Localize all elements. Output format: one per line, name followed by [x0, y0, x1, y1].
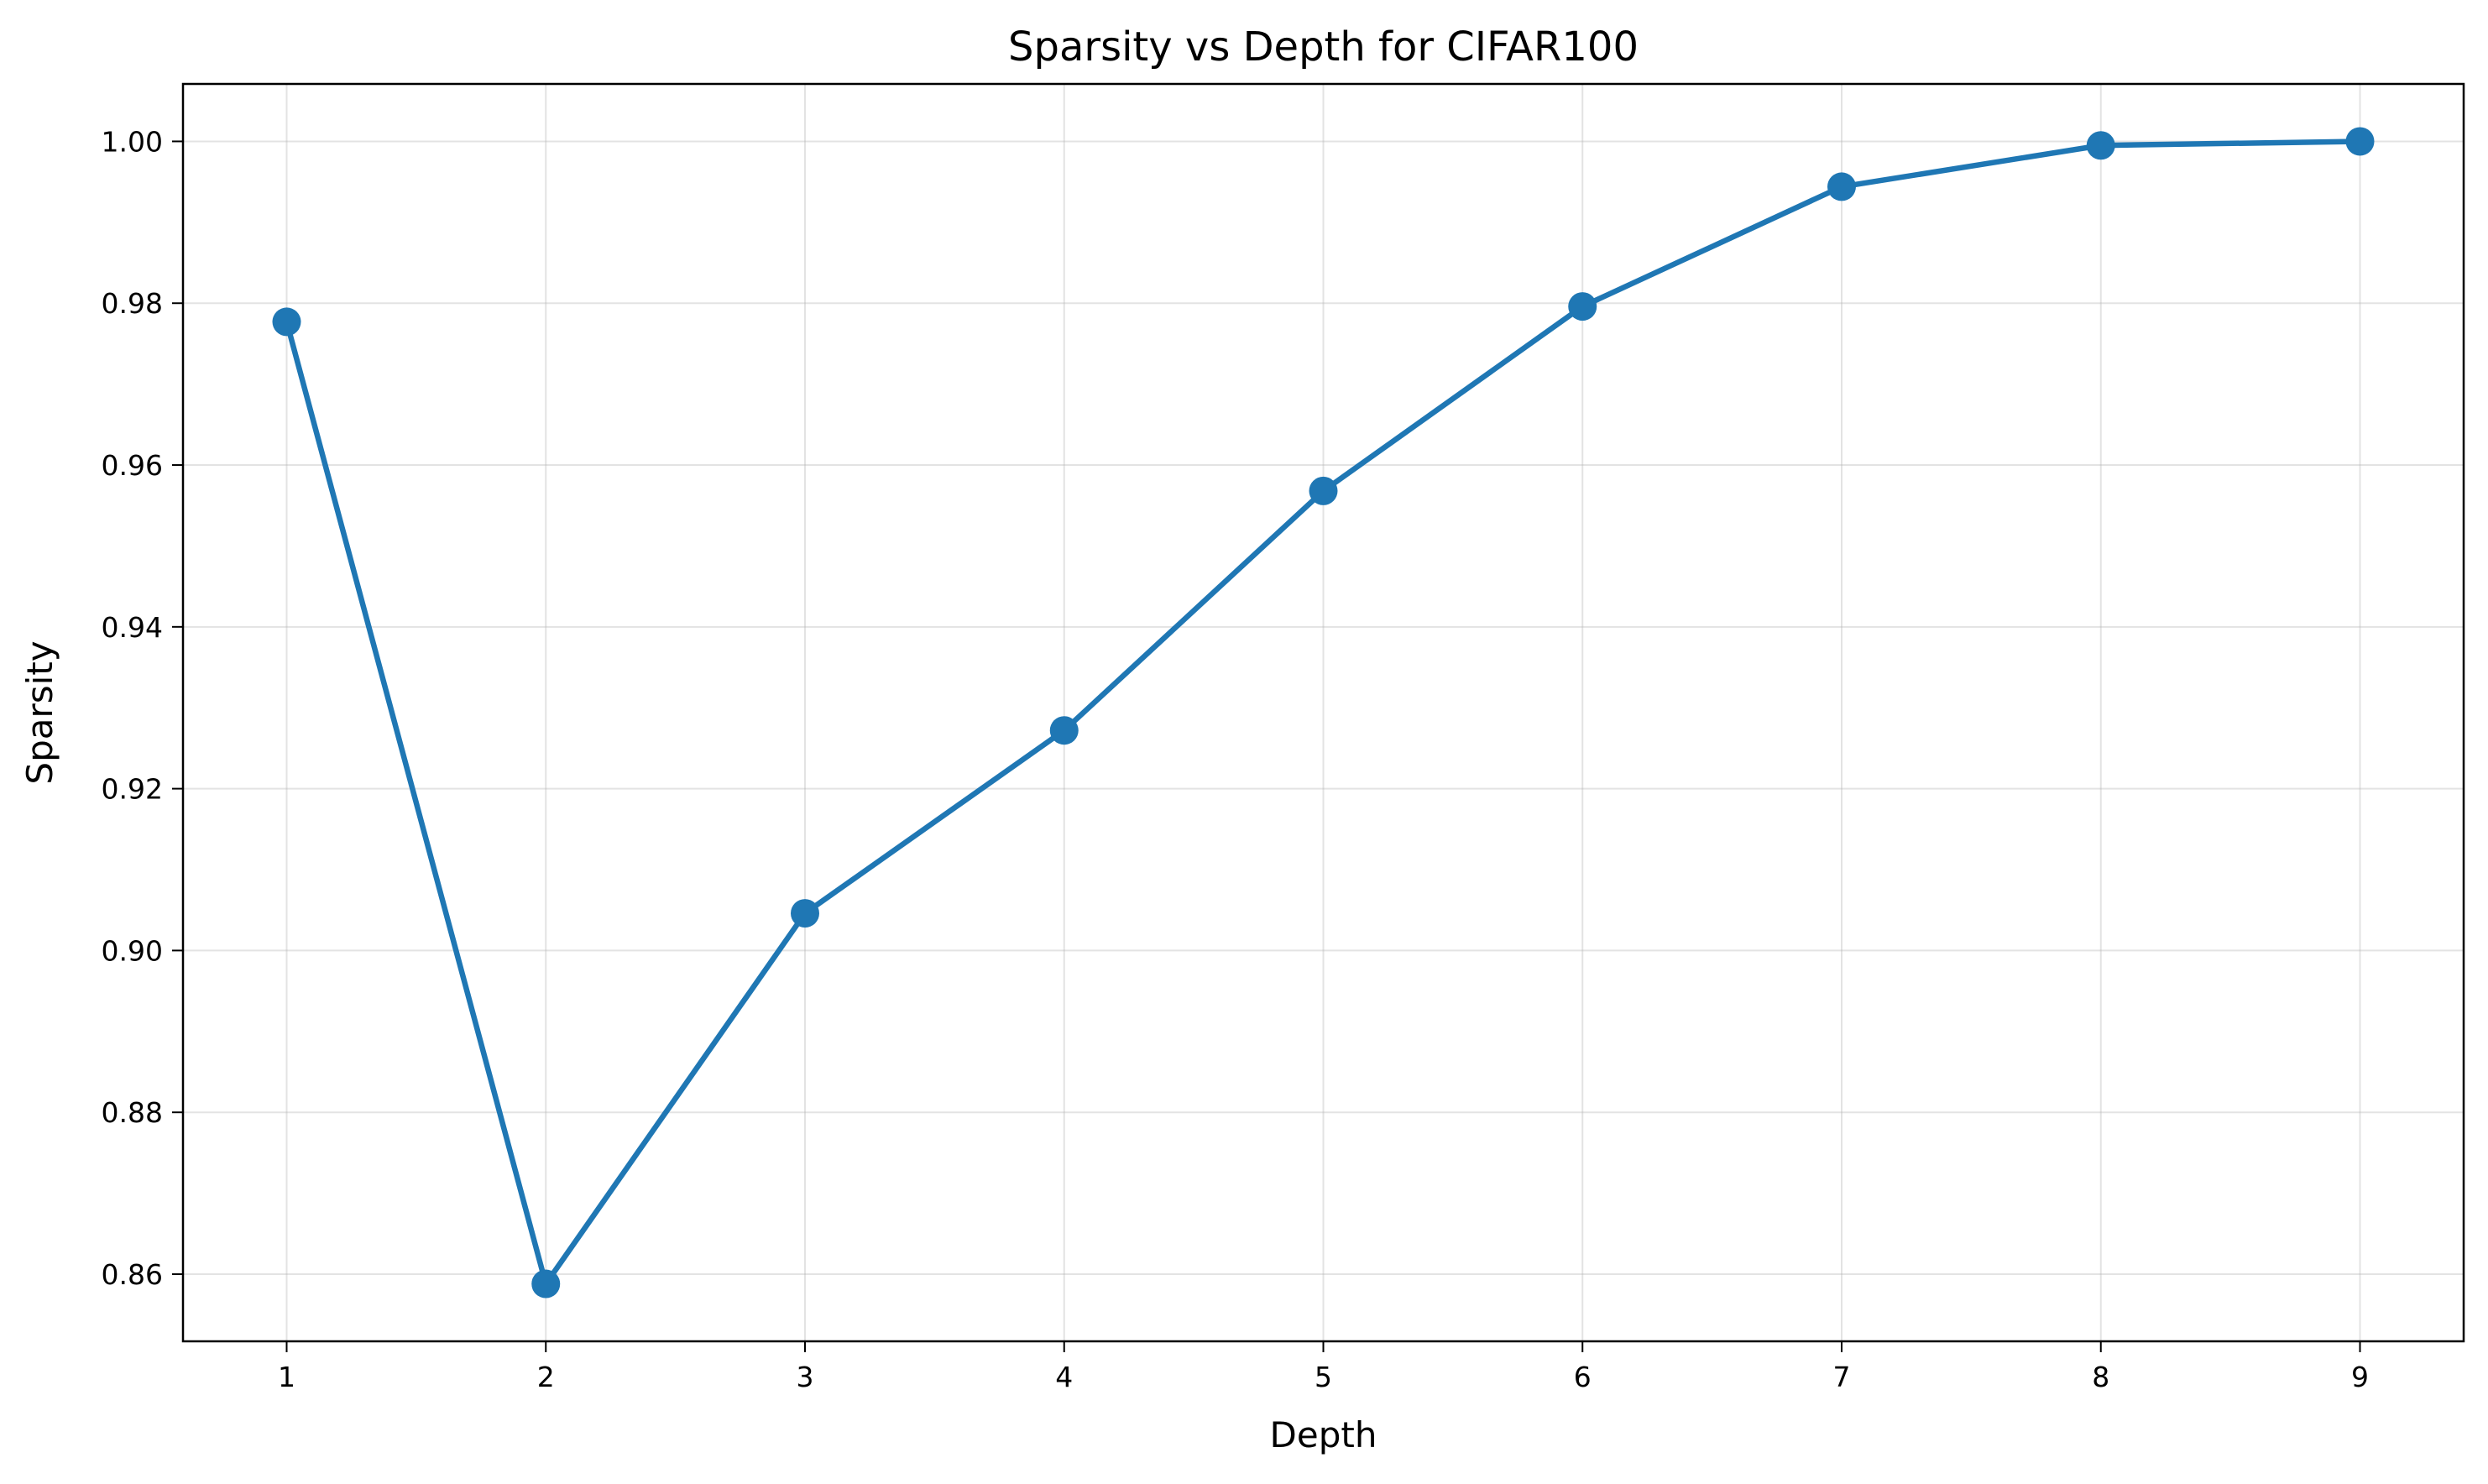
chart-title: Sparsity vs Depth for CIFAR100 — [1008, 24, 1639, 71]
x-tick-label: 6 — [1574, 1361, 1592, 1393]
data-point-depth-4 — [1049, 716, 1079, 745]
ticks: 1 2 3 4 5 6 7 8 9 0.86 0.88 0.90 0.92 0.94 0.96 0.98 1.0… — [102, 125, 2369, 1393]
data-point-depth-3 — [791, 899, 819, 928]
y-tick-label: 0.92 — [102, 773, 163, 806]
data-point-depth-1 — [272, 307, 301, 337]
x-tick-label: 2 — [537, 1361, 555, 1393]
series-layer — [272, 127, 2375, 1298]
x-tick-label: 5 — [1315, 1361, 1332, 1393]
x-tick-label: 7 — [1833, 1361, 1851, 1393]
x-tick-label: 1 — [278, 1361, 295, 1393]
data-point-depth-9 — [2345, 127, 2375, 156]
data-point-depth-8 — [2086, 131, 2115, 160]
y-tick-label: 0.96 — [102, 449, 163, 482]
y-tick-label: 0.94 — [102, 611, 163, 644]
x-tick-label: 8 — [2092, 1361, 2109, 1393]
y-tick-label: 0.90 — [102, 934, 163, 967]
y-axis-label: Sparsity — [19, 640, 60, 784]
x-tick-label: 9 — [2351, 1361, 2369, 1393]
y-tick-label: 0.86 — [102, 1258, 163, 1291]
x-tick-label: 4 — [1055, 1361, 1073, 1393]
data-point-depth-2 — [531, 1269, 561, 1298]
data-point-depth-6 — [1568, 292, 1597, 321]
x-tick-label: 3 — [797, 1361, 814, 1393]
data-point-depth-7 — [1827, 172, 1856, 201]
data-point-depth-5 — [1309, 476, 1338, 505]
y-tick-label: 1.00 — [102, 125, 163, 158]
y-tick-label: 0.88 — [102, 1096, 163, 1129]
x-axis-label: Depth — [1270, 1414, 1377, 1455]
y-tick-label: 0.98 — [102, 287, 163, 320]
